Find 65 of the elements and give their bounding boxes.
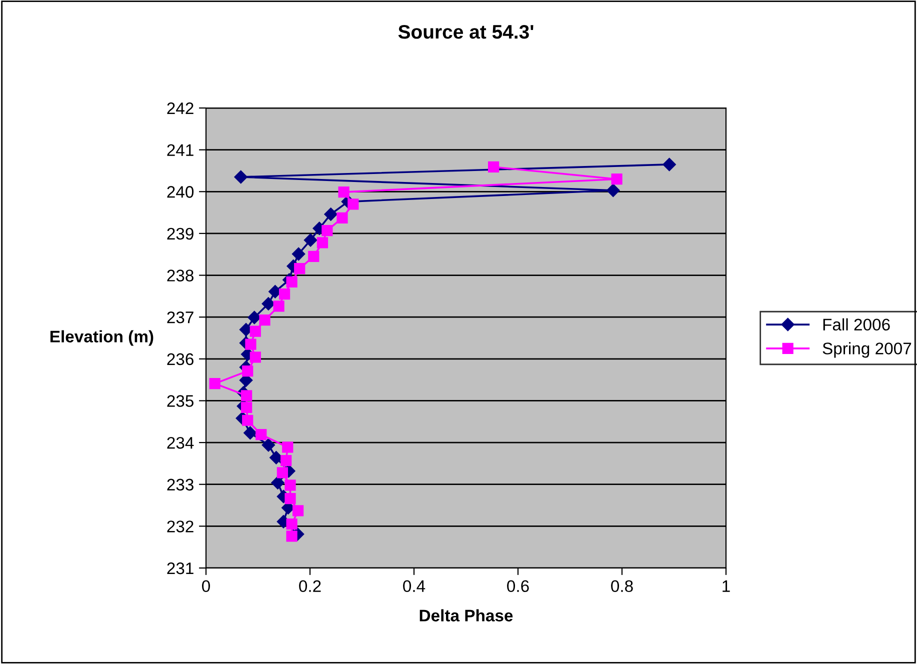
y-tick-label: 232	[167, 520, 194, 532]
point	[245, 338, 256, 350]
x-axis-title: Delta Phase	[420, 609, 513, 622]
point	[316, 237, 328, 248]
point	[241, 402, 252, 413]
point	[209, 378, 220, 390]
point	[280, 454, 292, 466]
point	[606, 184, 620, 197]
point	[292, 505, 304, 516]
point	[292, 247, 306, 261]
y-tick-label: 236	[167, 353, 194, 366]
point	[324, 208, 338, 221]
x-tick-label: 0.4	[403, 580, 426, 592]
point	[284, 480, 296, 491]
point	[241, 390, 252, 402]
point	[262, 438, 275, 452]
point	[322, 224, 333, 236]
y-tick-label: 240	[167, 186, 194, 198]
point	[250, 352, 261, 363]
y-tick-label: 235	[167, 395, 194, 407]
y-tick-label: 241	[167, 144, 194, 156]
x-tick-label: 0	[202, 580, 210, 592]
x-tick-label: 0.6	[507, 580, 529, 592]
y-tick-label: 234	[167, 436, 194, 449]
y-tick-label: 237	[167, 311, 194, 324]
y-tick-label: 233	[167, 478, 194, 491]
point	[284, 493, 296, 504]
point	[611, 174, 622, 185]
point	[270, 451, 283, 464]
point	[348, 198, 359, 210]
point	[338, 186, 350, 198]
point	[336, 212, 348, 224]
x-tick-label: 0.8	[611, 580, 633, 592]
point	[286, 276, 298, 288]
point	[304, 234, 318, 247]
point	[259, 314, 270, 326]
point	[286, 518, 298, 530]
point	[256, 429, 267, 440]
y-tick-label: 239	[167, 228, 194, 240]
point	[234, 170, 248, 184]
y-tick-label: 231	[167, 562, 194, 574]
x-tick-label: 0.2	[299, 580, 321, 592]
y-tick-label: 242	[167, 102, 194, 114]
point	[242, 414, 254, 426]
point	[278, 288, 290, 300]
point	[248, 310, 261, 324]
point	[294, 263, 306, 274]
x-tick-label: 1	[722, 580, 730, 592]
legend-label: Fall 2006	[823, 318, 890, 331]
legend-label: Spring 2007	[822, 342, 912, 358]
chart-title: Source at 54.3'	[398, 24, 534, 39]
point	[276, 467, 288, 478]
point	[282, 442, 294, 453]
point	[308, 250, 320, 262]
point	[242, 365, 254, 377]
point	[262, 297, 275, 310]
point	[244, 426, 257, 440]
point	[273, 300, 284, 312]
point	[250, 326, 261, 337]
point	[662, 158, 676, 172]
point	[286, 530, 298, 542]
y-tick-label: 238	[167, 270, 194, 282]
y-axis-title: Elevation (m)	[50, 330, 154, 346]
point	[271, 476, 284, 490]
point	[488, 161, 500, 173]
